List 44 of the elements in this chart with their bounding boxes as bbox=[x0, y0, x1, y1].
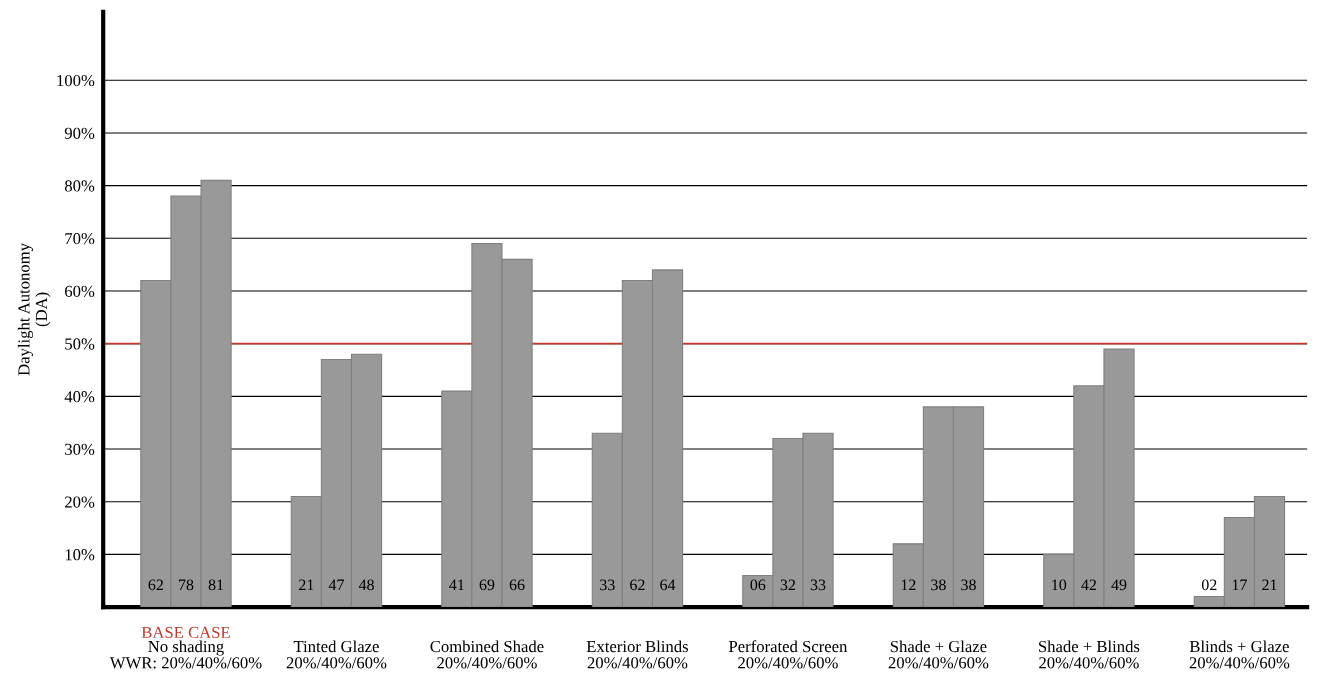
text: BASE CASE bbox=[141, 626, 230, 639]
data-label: 02 bbox=[1201, 579, 1217, 591]
x-tick-label: Shade + Blinds 20%/40%/60% bbox=[1039, 640, 1140, 669]
x-tick-label: Blinds + Glaze 20%/40%/60% bbox=[1189, 640, 1290, 669]
data-label: 21 bbox=[299, 579, 314, 591]
data-label: 21 bbox=[1262, 579, 1277, 591]
y-tick-label: 50% bbox=[65, 338, 95, 350]
data-label: 42 bbox=[1081, 579, 1097, 591]
data-label: 41 bbox=[449, 579, 464, 591]
data-label: 38 bbox=[931, 579, 946, 591]
data-label: 66 bbox=[509, 579, 525, 591]
data-label: 33 bbox=[810, 579, 826, 591]
data-label: 17 bbox=[1232, 579, 1247, 591]
data-label: 62 bbox=[630, 579, 645, 591]
y-tick-label: 10% bbox=[65, 549, 95, 561]
data-label: 32 bbox=[780, 579, 796, 591]
data-label: 64 bbox=[660, 579, 676, 591]
x-tick-label: Shade + Glaze 20%/40%/60% bbox=[888, 640, 989, 669]
x-tick-label: Perforated Screen 20%/40%/60% bbox=[728, 640, 848, 669]
data-label: 06 bbox=[750, 579, 766, 591]
x-tick-label: Tinted Glaze 20%/40%/60% bbox=[286, 640, 387, 669]
y-tick-label: 20% bbox=[65, 496, 95, 508]
y-tick-label: 40% bbox=[64, 391, 95, 403]
y-tick-label: 60% bbox=[65, 285, 95, 297]
data-label: 47 bbox=[328, 579, 344, 591]
data-label: 33 bbox=[600, 579, 615, 591]
data-label: 49 bbox=[1111, 579, 1127, 591]
data-label: 10 bbox=[1052, 579, 1067, 591]
x-tick-label: No shading WWR: 20%/40%/60% bbox=[109, 640, 262, 669]
y-tick-label: 90% bbox=[64, 127, 95, 139]
x-tick-label: Combined Shade 20%/40%/60% bbox=[430, 640, 544, 669]
data-label: 81 bbox=[208, 579, 224, 591]
data-label: 62 bbox=[148, 579, 163, 591]
y-axis-title: Daylight Autonomy (DA) bbox=[17, 243, 51, 376]
y-tick-label: 30% bbox=[65, 443, 95, 456]
y-tick-label: 100% bbox=[57, 74, 95, 87]
y-tick-label: 80% bbox=[64, 180, 95, 192]
data-label: 38 bbox=[961, 579, 976, 591]
data-label: 12 bbox=[901, 579, 916, 591]
x-tick-label: Exterior Blinds 20%/40%/60% bbox=[586, 640, 688, 669]
data-label: 48 bbox=[358, 579, 374, 591]
y-tick-label: 70% bbox=[65, 233, 95, 245]
data-label: 69 bbox=[479, 579, 495, 591]
data-label: 78 bbox=[179, 579, 194, 591]
